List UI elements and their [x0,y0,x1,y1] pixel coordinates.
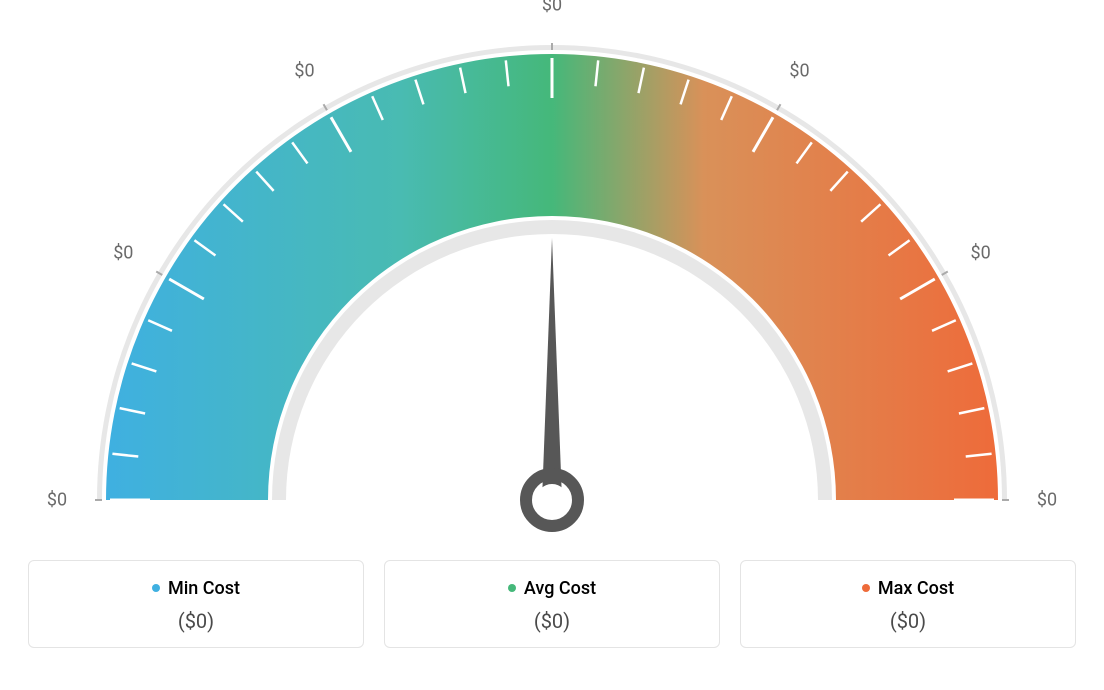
legend-dot-avg [508,584,516,592]
legend-card-min: Min Cost ($0) [28,560,364,648]
scale-label-3: $0 [542,0,562,16]
scale-label-0: $0 [47,490,67,511]
legend-row: Min Cost ($0) Avg Cost ($0) Max Cost ($0… [0,560,1104,648]
legend-card-avg: Avg Cost ($0) [384,560,720,648]
legend-title-max: Max Cost [862,578,954,599]
legend-label-min: Min Cost [168,578,240,599]
legend-title-min: Min Cost [152,578,240,599]
legend-value-max: ($0) [753,609,1063,633]
scale-label-2: $0 [294,61,314,82]
legend-value-min: ($0) [41,609,351,633]
legend-label-max: Max Cost [878,578,954,599]
scale-label-6: $0 [1037,490,1057,511]
scale-label-1: $0 [113,242,133,263]
legend-card-max: Max Cost ($0) [740,560,1076,648]
legend-dot-max [862,584,870,592]
legend-dot-min [152,584,160,592]
scale-label-4: $0 [789,61,809,82]
scale-label-5: $0 [971,242,991,263]
legend-title-avg: Avg Cost [508,578,596,599]
legend-label-avg: Avg Cost [524,578,596,599]
gauge-svg [0,0,1104,560]
legend-value-avg: ($0) [397,609,707,633]
gauge-chart: $0 $0 $0 $0 $0 $0 $0 [0,0,1104,560]
